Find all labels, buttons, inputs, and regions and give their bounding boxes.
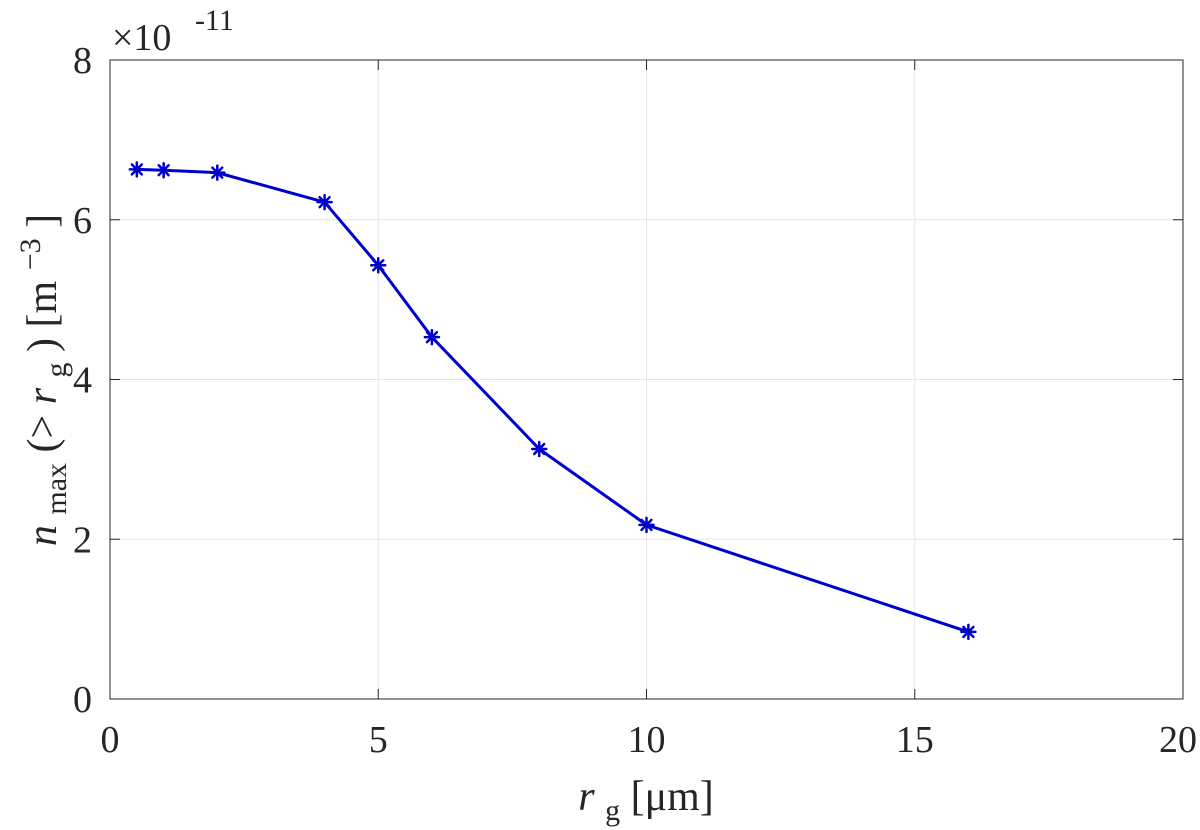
- data-point-marker: [155, 161, 172, 179]
- data-point-marker: [128, 161, 146, 178]
- x-tick-label: 0: [101, 719, 120, 761]
- y-multiplier-base: ×10: [112, 17, 171, 59]
- x-label-unit: [μm]: [631, 774, 714, 820]
- ticks: [109, 59, 1184, 700]
- y-tick-label: 0: [73, 679, 92, 721]
- y-tick-label: 2: [73, 519, 92, 561]
- y-label-main: n: [20, 525, 66, 546]
- x-tick-labels: 0 5 10 15 20: [101, 719, 1198, 761]
- y-tick-label: 6: [73, 200, 92, 242]
- series-group: [128, 161, 977, 641]
- x-tick-label: 10: [628, 719, 666, 761]
- y-axis-label: n max (> r g ) [m −3 ]: [4, 214, 76, 546]
- data-point-marker: [316, 193, 333, 211]
- data-point-marker: [530, 440, 548, 458]
- data-point-marker: [960, 623, 977, 641]
- x-axis-label: r g [μm]: [578, 774, 714, 830]
- x-label-sub: g: [605, 794, 620, 827]
- x-label-main: r: [578, 774, 595, 820]
- y-tick-label: 4: [73, 360, 92, 402]
- data-point-marker: [209, 164, 226, 181]
- x-tick-label: 5: [369, 719, 388, 761]
- y-label-end: ]: [20, 214, 66, 228]
- series-line: [136, 167, 969, 634]
- y-tick-label: 8: [73, 40, 92, 82]
- y-label-close: ) [m: [20, 280, 66, 351]
- x-tick-label: 15: [896, 719, 934, 761]
- y-multiplier: ×10 -11: [112, 4, 234, 59]
- y-label-open: (>: [20, 404, 66, 452]
- data-point-marker: [638, 516, 655, 534]
- y-label-exp: −3: [14, 238, 47, 270]
- y-multiplier-exponent: -11: [195, 4, 234, 37]
- y-label-r-sub: g: [40, 362, 73, 377]
- y-tick-labels: 0 2 4 6 8: [73, 40, 92, 721]
- data-point-marker: [423, 328, 441, 346]
- y-label-sub: max: [40, 463, 73, 515]
- data-point-marker: [370, 257, 387, 274]
- y-label-r: r: [20, 387, 66, 404]
- x-tick-label: 20: [1159, 719, 1197, 761]
- grid: [110, 60, 1183, 699]
